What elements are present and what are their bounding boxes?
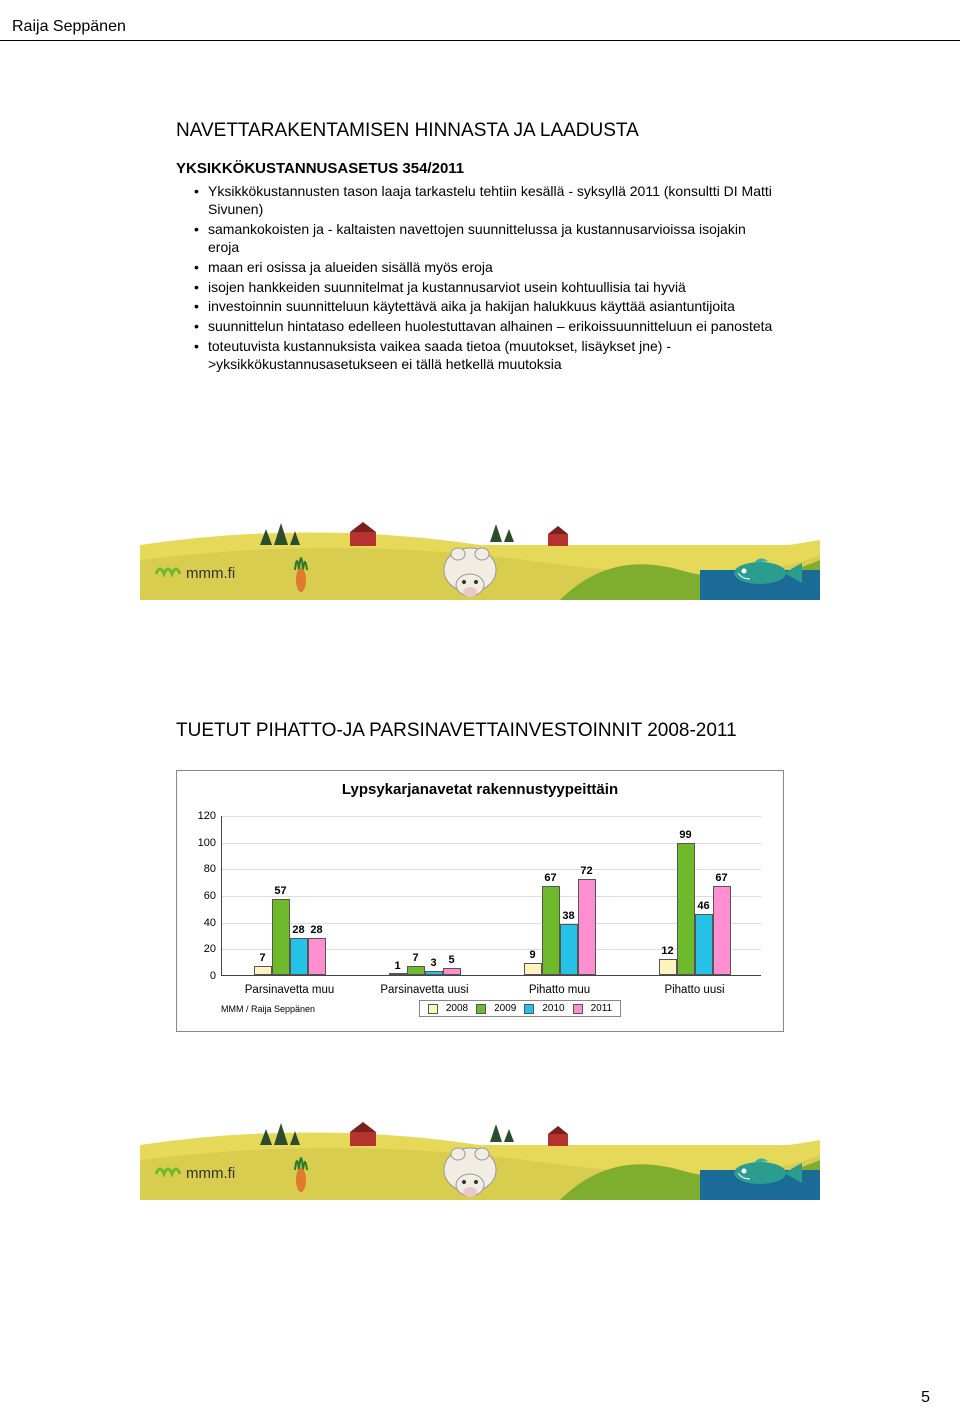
x-category-label: Parsinavetta muu	[225, 984, 355, 996]
y-tick: 20	[204, 943, 216, 955]
svg-text:mmm.fi: mmm.fi	[186, 1165, 235, 1182]
chart-bar	[560, 924, 578, 975]
chart-bar	[524, 963, 542, 975]
legend-label: 2009	[494, 1003, 516, 1014]
author-name: Raija Seppänen	[0, 18, 960, 36]
x-category-label: Parsinavetta uusi	[360, 984, 490, 996]
chart-bar	[407, 966, 425, 975]
bar-value-label: 28	[292, 924, 304, 936]
header-rule	[0, 40, 960, 41]
legend-swatch	[428, 1004, 438, 1014]
chart-bar	[713, 886, 731, 975]
bar-value-label: 99	[679, 829, 691, 841]
chart-legend: 2008 2009 2010 2011	[419, 1000, 621, 1017]
chart-bar	[443, 968, 461, 975]
chart-note: MMM / Raija Seppänen	[221, 1004, 315, 1014]
bullet-item: maan eri osissa ja alueiden sisällä myös…	[194, 259, 780, 277]
bullet-item: isojen hankkeiden suunnitelmat ja kustan…	[194, 279, 780, 297]
chart-bar	[254, 966, 272, 975]
bar-value-label: 9	[529, 949, 535, 961]
y-tick: 80	[204, 863, 216, 875]
legend-swatch	[573, 1004, 583, 1014]
bullet-item: toteutuvista kustannuksista vaikea saada…	[194, 338, 780, 374]
legend-label: 2010	[542, 1003, 564, 1014]
bullet-item: investoinnin suunnitteluun käytettävä ai…	[194, 298, 780, 316]
bar-value-label: 38	[562, 910, 574, 922]
page-number: 5	[921, 1389, 930, 1407]
x-category-label: Pihatto uusi	[630, 984, 760, 996]
legend-label: 2011	[591, 1003, 613, 1014]
chart-bar	[578, 879, 596, 975]
chart-bar	[425, 971, 443, 975]
y-tick: 120	[198, 810, 216, 822]
slide1-bullets: Yksikkökustannusten tason laaja tarkaste…	[194, 183, 780, 374]
slide-2: TUETUT PIHATTO-JA PARSINAVETTAINVESTOINN…	[140, 690, 820, 1200]
bar-value-label: 1	[394, 960, 400, 972]
slide-1: NAVETTARAKENTAMISEN HINNASTA JA LAADUSTA…	[140, 90, 820, 600]
x-category-label: Pihatto muu	[495, 984, 625, 996]
bar-value-label: 67	[715, 872, 727, 884]
slide1-subtitle: YKSIKKÖKUSTANNUSASETUS 354/2011	[176, 160, 820, 177]
bar-value-label: 67	[544, 872, 556, 884]
bar-value-label: 5	[448, 954, 454, 966]
decorative-banner: mmm.fi	[140, 490, 820, 600]
chart-bar	[308, 938, 326, 975]
svg-text:mmm.fi: mmm.fi	[186, 565, 235, 582]
chart-bar	[695, 914, 713, 975]
bar-value-label: 57	[274, 885, 286, 897]
chart-bar	[677, 843, 695, 975]
chart-bar	[389, 973, 407, 975]
chart-container: Lypsykarjanavetat rakennustyypeittäin 0 2…	[176, 770, 784, 1032]
bullet-item: samankokoisten ja - kaltaisten navettoje…	[194, 221, 780, 257]
chart-bar	[290, 938, 308, 975]
slide2-title: TUETUT PIHATTO-JA PARSINAVETTAINVESTOINN…	[176, 720, 820, 742]
bar-value-label: 46	[697, 900, 709, 912]
bar-value-label: 12	[661, 945, 673, 957]
legend-swatch	[524, 1004, 534, 1014]
chart-title: Lypsykarjanavetat rakennustyypeittäin	[191, 781, 769, 798]
chart-bar	[272, 899, 290, 975]
decorative-banner: mmm.fi	[140, 1090, 820, 1200]
bar-value-label: 28	[310, 924, 322, 936]
bar-value-label: 72	[580, 865, 592, 877]
bullet-item: Yksikkökustannusten tason laaja tarkaste…	[194, 183, 780, 219]
y-tick: 40	[204, 917, 216, 929]
bar-value-label: 7	[259, 952, 265, 964]
legend-label: 2008	[446, 1003, 468, 1014]
y-tick: 0	[210, 970, 216, 982]
chart-plot: 0204060801001207572828Parsinavetta muu17…	[221, 816, 761, 976]
bar-value-label: 3	[430, 957, 436, 969]
bullet-item: suunnittelun hintataso edelleen huolestu…	[194, 318, 780, 336]
legend-swatch	[476, 1004, 486, 1014]
chart-bar	[542, 886, 560, 975]
slide1-title: NAVETTARAKENTAMISEN HINNASTA JA LAADUSTA	[176, 120, 820, 142]
y-tick: 60	[204, 890, 216, 902]
y-tick: 100	[198, 837, 216, 849]
chart-bar	[659, 959, 677, 975]
bar-value-label: 7	[412, 952, 418, 964]
